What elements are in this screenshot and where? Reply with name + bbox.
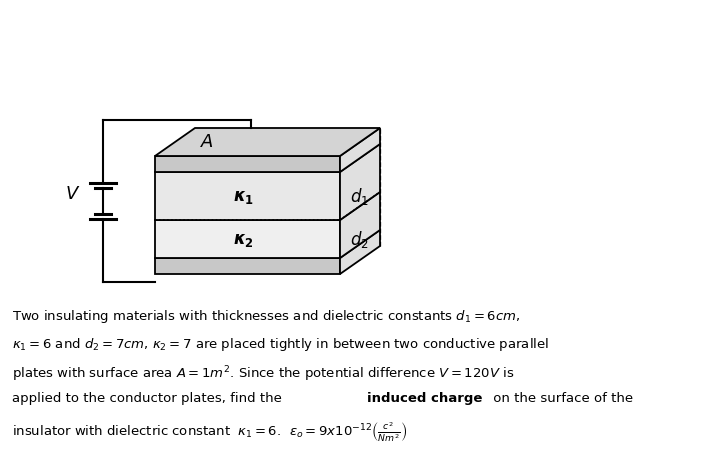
Text: plates with surface area $A = 1m^2$. Since the potential difference $V = 120V$ i: plates with surface area $A = 1m^2$. Sin… (12, 363, 515, 383)
Polygon shape (155, 129, 380, 157)
Text: $\boldsymbol{\kappa}_\mathbf{1}$: $\boldsymbol{\kappa}_\mathbf{1}$ (233, 188, 254, 206)
Polygon shape (155, 258, 340, 274)
Text: induced charge: induced charge (367, 391, 483, 404)
Polygon shape (340, 230, 380, 274)
Text: insulator with dielectric constant  $\kappa_1 = 6$.  $\varepsilon_o = 9x10^{-12}: insulator with dielectric constant $\kap… (12, 419, 407, 443)
Text: on the surface of the: on the surface of the (489, 391, 633, 404)
Text: Two insulating materials with thicknesses and dielectric constants $d_1 = 6cm$,: Two insulating materials with thicknesse… (12, 308, 521, 325)
Polygon shape (155, 157, 340, 173)
Text: applied to the conductor plates, find the: applied to the conductor plates, find th… (12, 391, 286, 404)
Text: $V$: $V$ (65, 185, 81, 202)
Text: $\boldsymbol{\kappa}_\mathbf{2}$: $\boldsymbol{\kappa}_\mathbf{2}$ (233, 230, 254, 248)
Text: $\mathit{A}$: $\mathit{A}$ (200, 133, 214, 151)
Polygon shape (340, 193, 380, 258)
Polygon shape (340, 129, 380, 173)
Text: $\mathit{d}_\mathit{1}$: $\mathit{d}_\mathit{1}$ (350, 186, 369, 207)
Polygon shape (155, 173, 340, 220)
Polygon shape (340, 145, 380, 220)
Polygon shape (155, 220, 340, 258)
Text: $\kappa_1 = 6$ and $d_2 = 7cm$, $\kappa_2 = 7$ are placed tightly in between two: $\kappa_1 = 6$ and $d_2 = 7cm$, $\kappa_… (12, 335, 549, 352)
Text: $\mathit{d}_\mathit{2}$: $\mathit{d}_\mathit{2}$ (350, 229, 369, 250)
